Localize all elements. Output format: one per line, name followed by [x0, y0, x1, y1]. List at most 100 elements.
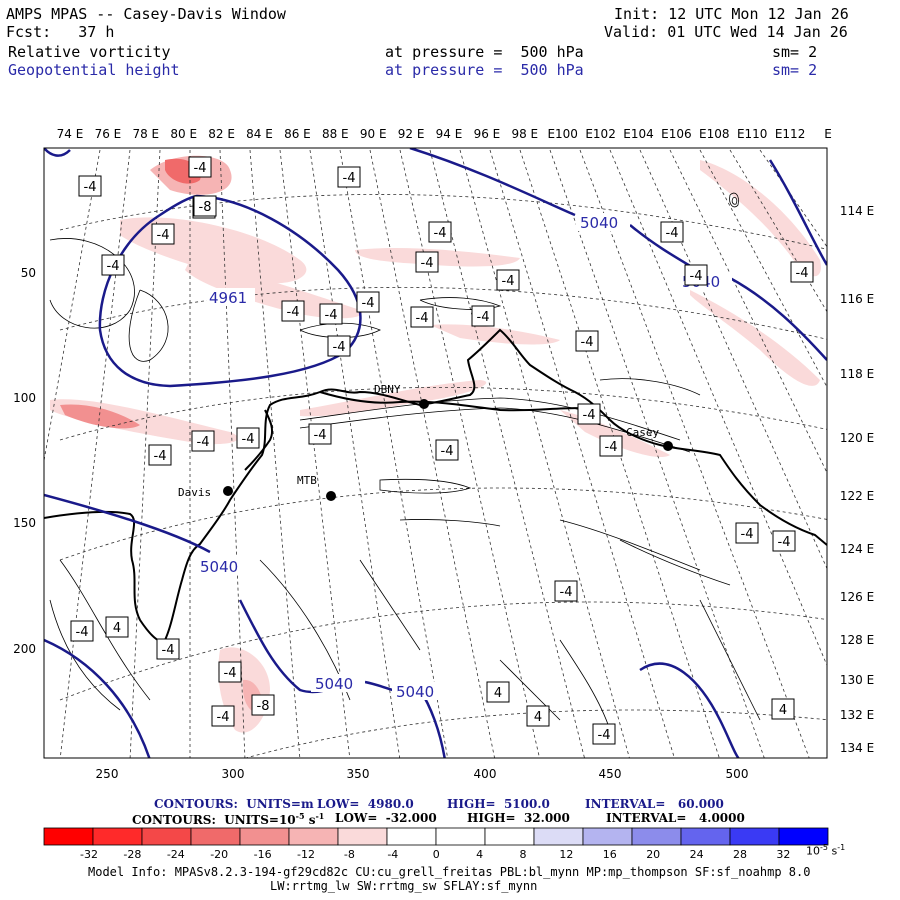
- vorticity-area: [700, 160, 821, 277]
- vorticity-label-box: [188, 156, 212, 178]
- height-label-4961: 4961: [209, 289, 247, 307]
- station-label: Davis: [178, 486, 211, 499]
- vorticity-label: -4: [84, 180, 97, 195]
- colorbar-label: 0: [433, 848, 440, 861]
- vorticity-label-box: [236, 427, 260, 449]
- vorticity-label-box: [486, 681, 510, 703]
- vorticity-label-box: [496, 269, 520, 291]
- top-lon-label: E108: [699, 127, 730, 141]
- vorticity-label: -4: [287, 305, 300, 320]
- colorbar-label: 20: [646, 848, 660, 861]
- colorbar-label: -24: [167, 848, 185, 861]
- vorticity-label: -4: [583, 408, 596, 423]
- colorbar-label: 8: [520, 848, 527, 861]
- vorticity-label-box: [105, 616, 129, 638]
- colorbar-swatch: [288, 827, 339, 846]
- colorbar-label: 28: [733, 848, 747, 861]
- vorticity-area: [185, 260, 362, 319]
- y-tick-label: 150: [13, 516, 36, 530]
- vorticity-label-box: [592, 723, 616, 745]
- colorbar-label: -28: [123, 848, 141, 861]
- colorbar-label: 12: [559, 848, 573, 861]
- colorbar: -32 -28 -24 -20 -16 -12 -8 -4 0 4 8 12 16 20 24 28 32: [43, 827, 829, 861]
- vorticity-label: -4: [666, 226, 679, 241]
- top-lon-label: 74 E: [57, 127, 84, 141]
- height-contour-high: HIGH= 5100.0: [447, 797, 550, 811]
- colorbar-swatch: [92, 827, 143, 846]
- right-lon-label: 116 E: [840, 292, 874, 306]
- vorticity-contour-low: LOW= -32.000: [335, 811, 437, 825]
- app-title: AMPS MPAS -- Casey-Davis Window: [6, 5, 286, 23]
- vorticity-label: -4: [416, 311, 429, 326]
- colorbar-label: 32: [776, 848, 790, 861]
- vorticity-label-box: [211, 705, 235, 727]
- top-lon-label: 88 E: [322, 127, 349, 141]
- vorticity-label-box: [78, 175, 102, 197]
- colorbar-swatch: [435, 827, 486, 846]
- smoothing-vorticity: sm= 2: [772, 43, 818, 61]
- vorticity-label: -4: [314, 428, 327, 443]
- vorticity-area: [690, 290, 820, 386]
- station-marker: [326, 491, 336, 501]
- colorbar-label: -8: [344, 848, 355, 861]
- vorticity-label: 4: [494, 686, 502, 701]
- colorbar-unit-seconds-exponent: -1: [837, 843, 846, 852]
- vorticity-label-box: [156, 638, 180, 660]
- plot-area: 4961 5040 5040 5040 5040 5040 -4-4-4-4-4…: [44, 148, 827, 758]
- vorticity-label: -4: [162, 643, 175, 658]
- x-tick-label: 400: [474, 767, 497, 781]
- vorticity-label: -8: [199, 200, 212, 215]
- vorticity-label-box: [577, 403, 601, 425]
- colorbar-swatch: [239, 827, 290, 846]
- vorticity-label-box: [435, 439, 459, 461]
- vorticity-label: -4: [362, 296, 375, 311]
- pressure-height: at pressure = 500 hPa: [385, 61, 584, 79]
- y-tick-label: 100: [13, 391, 36, 405]
- colorbar-swatch: [680, 827, 731, 846]
- vorticity-label: -4: [76, 625, 89, 640]
- top-lon-label: 86 E: [284, 127, 311, 141]
- colorbar-swatch: [337, 827, 388, 846]
- right-lon-label: 114 E: [840, 204, 874, 218]
- vorticity-label-box: [526, 705, 550, 727]
- valid-time: Valid: 01 UTC Wed 14 Jan 26: [604, 23, 848, 41]
- axis-ticks: 74 E 76 E 78 E 80 E 82 E 84 E 86 E 88 E 90 E 92 E…: [13, 127, 874, 781]
- x-tick-label: 450: [599, 767, 622, 781]
- field-height: Geopotential height: [8, 61, 180, 79]
- vorticity-label: -4: [242, 432, 255, 447]
- top-lon-label: E100: [547, 127, 578, 141]
- vorticity-label-box: [599, 435, 623, 457]
- vorticity-label-box: [471, 305, 495, 327]
- top-lon-label: E102: [585, 127, 616, 141]
- vorticity-label: -4: [441, 444, 454, 459]
- top-lon-label: 82 E: [208, 127, 235, 141]
- vorticity-units-label: CONTOURS: UNITS=10: [132, 813, 296, 827]
- vorticity-label: -8: [257, 699, 270, 714]
- vorticity-label: -4: [107, 259, 120, 274]
- top-lon-label: 96 E: [474, 127, 501, 141]
- vorticity-label-box: [151, 223, 175, 245]
- y-tick-label: 200: [13, 642, 36, 656]
- colorbar-swatch: [141, 827, 192, 846]
- colorbar-label: -16: [254, 848, 272, 861]
- vorticity-label-box: [101, 254, 125, 276]
- colorbar-swatch: [582, 827, 633, 846]
- vorticity-label: -4: [333, 340, 346, 355]
- top-lon-label: 80 E: [170, 127, 197, 141]
- colorbar-label: -32: [80, 848, 98, 861]
- vorticity-label: -4: [778, 535, 791, 550]
- height-contour-low: LOW= 4980.0: [317, 797, 414, 811]
- top-lon-label: 84 E: [246, 127, 273, 141]
- top-lon-label: 94 E: [436, 127, 463, 141]
- height-label-5040: 5040: [315, 675, 353, 693]
- vorticity-label-box: [191, 430, 215, 452]
- top-lon-label: E110: [737, 127, 768, 141]
- vorticity-label-box: [148, 444, 172, 466]
- vorticity-label-box: [319, 303, 343, 325]
- pressure-vorticity: at pressure = 500 hPa: [385, 43, 584, 61]
- vorticity-label: -4: [434, 226, 447, 241]
- vorticity-label: -4: [581, 335, 594, 350]
- vorticity-label-box: [281, 300, 305, 322]
- right-lon-label: 118 E: [840, 367, 874, 381]
